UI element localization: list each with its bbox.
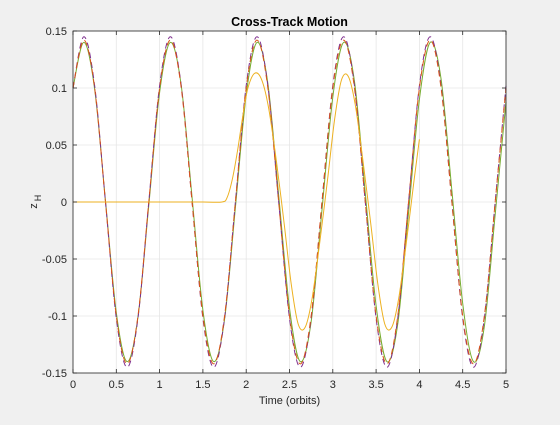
series-line-2 — [72, 36, 507, 368]
x-axis-label: Time (orbits) — [259, 395, 320, 407]
x-tick-label: 0.5 — [109, 379, 124, 391]
series-line-4 — [72, 72, 420, 331]
y-tick-label: -0.15 — [42, 368, 67, 380]
x-tick-label: 1 — [157, 379, 163, 391]
series-group — [72, 36, 507, 368]
x-tick-label: 2 — [243, 379, 249, 391]
series-line-3 — [72, 39, 507, 365]
y-tick-label: 0.15 — [46, 26, 67, 38]
x-tick-label: 3.5 — [368, 379, 383, 391]
y-axis-label: z H — [28, 195, 43, 209]
chart-title: Cross-Track Motion — [231, 15, 348, 29]
y-ticks: -0.15 -0.1 -0.05 0 0.05 0.1 0.15 — [42, 26, 506, 380]
x-ticks: 0 0.5 1 1.5 2 2.5 3 3.5 4 4.5 5 — [70, 31, 509, 391]
y-tick-label: -0.05 — [42, 254, 67, 266]
x-tick-label: 3 — [330, 379, 336, 391]
x-tick-label: 2.5 — [282, 379, 297, 391]
x-tick-label: 0 — [70, 379, 76, 391]
x-tick-label: 4.5 — [455, 379, 470, 391]
x-tick-label: 5 — [503, 379, 509, 391]
y-tick-label: 0 — [61, 197, 67, 209]
y-tick-label: 0.1 — [52, 83, 67, 95]
x-tick-label: 1.5 — [195, 379, 210, 391]
y-axis-label-main: z — [28, 203, 40, 209]
x-tick-label: 4 — [416, 379, 422, 391]
y-tick-label: -0.1 — [48, 311, 67, 323]
y-tick-label: 0.05 — [46, 140, 67, 152]
y-axis-label-subscript: H — [33, 195, 43, 202]
